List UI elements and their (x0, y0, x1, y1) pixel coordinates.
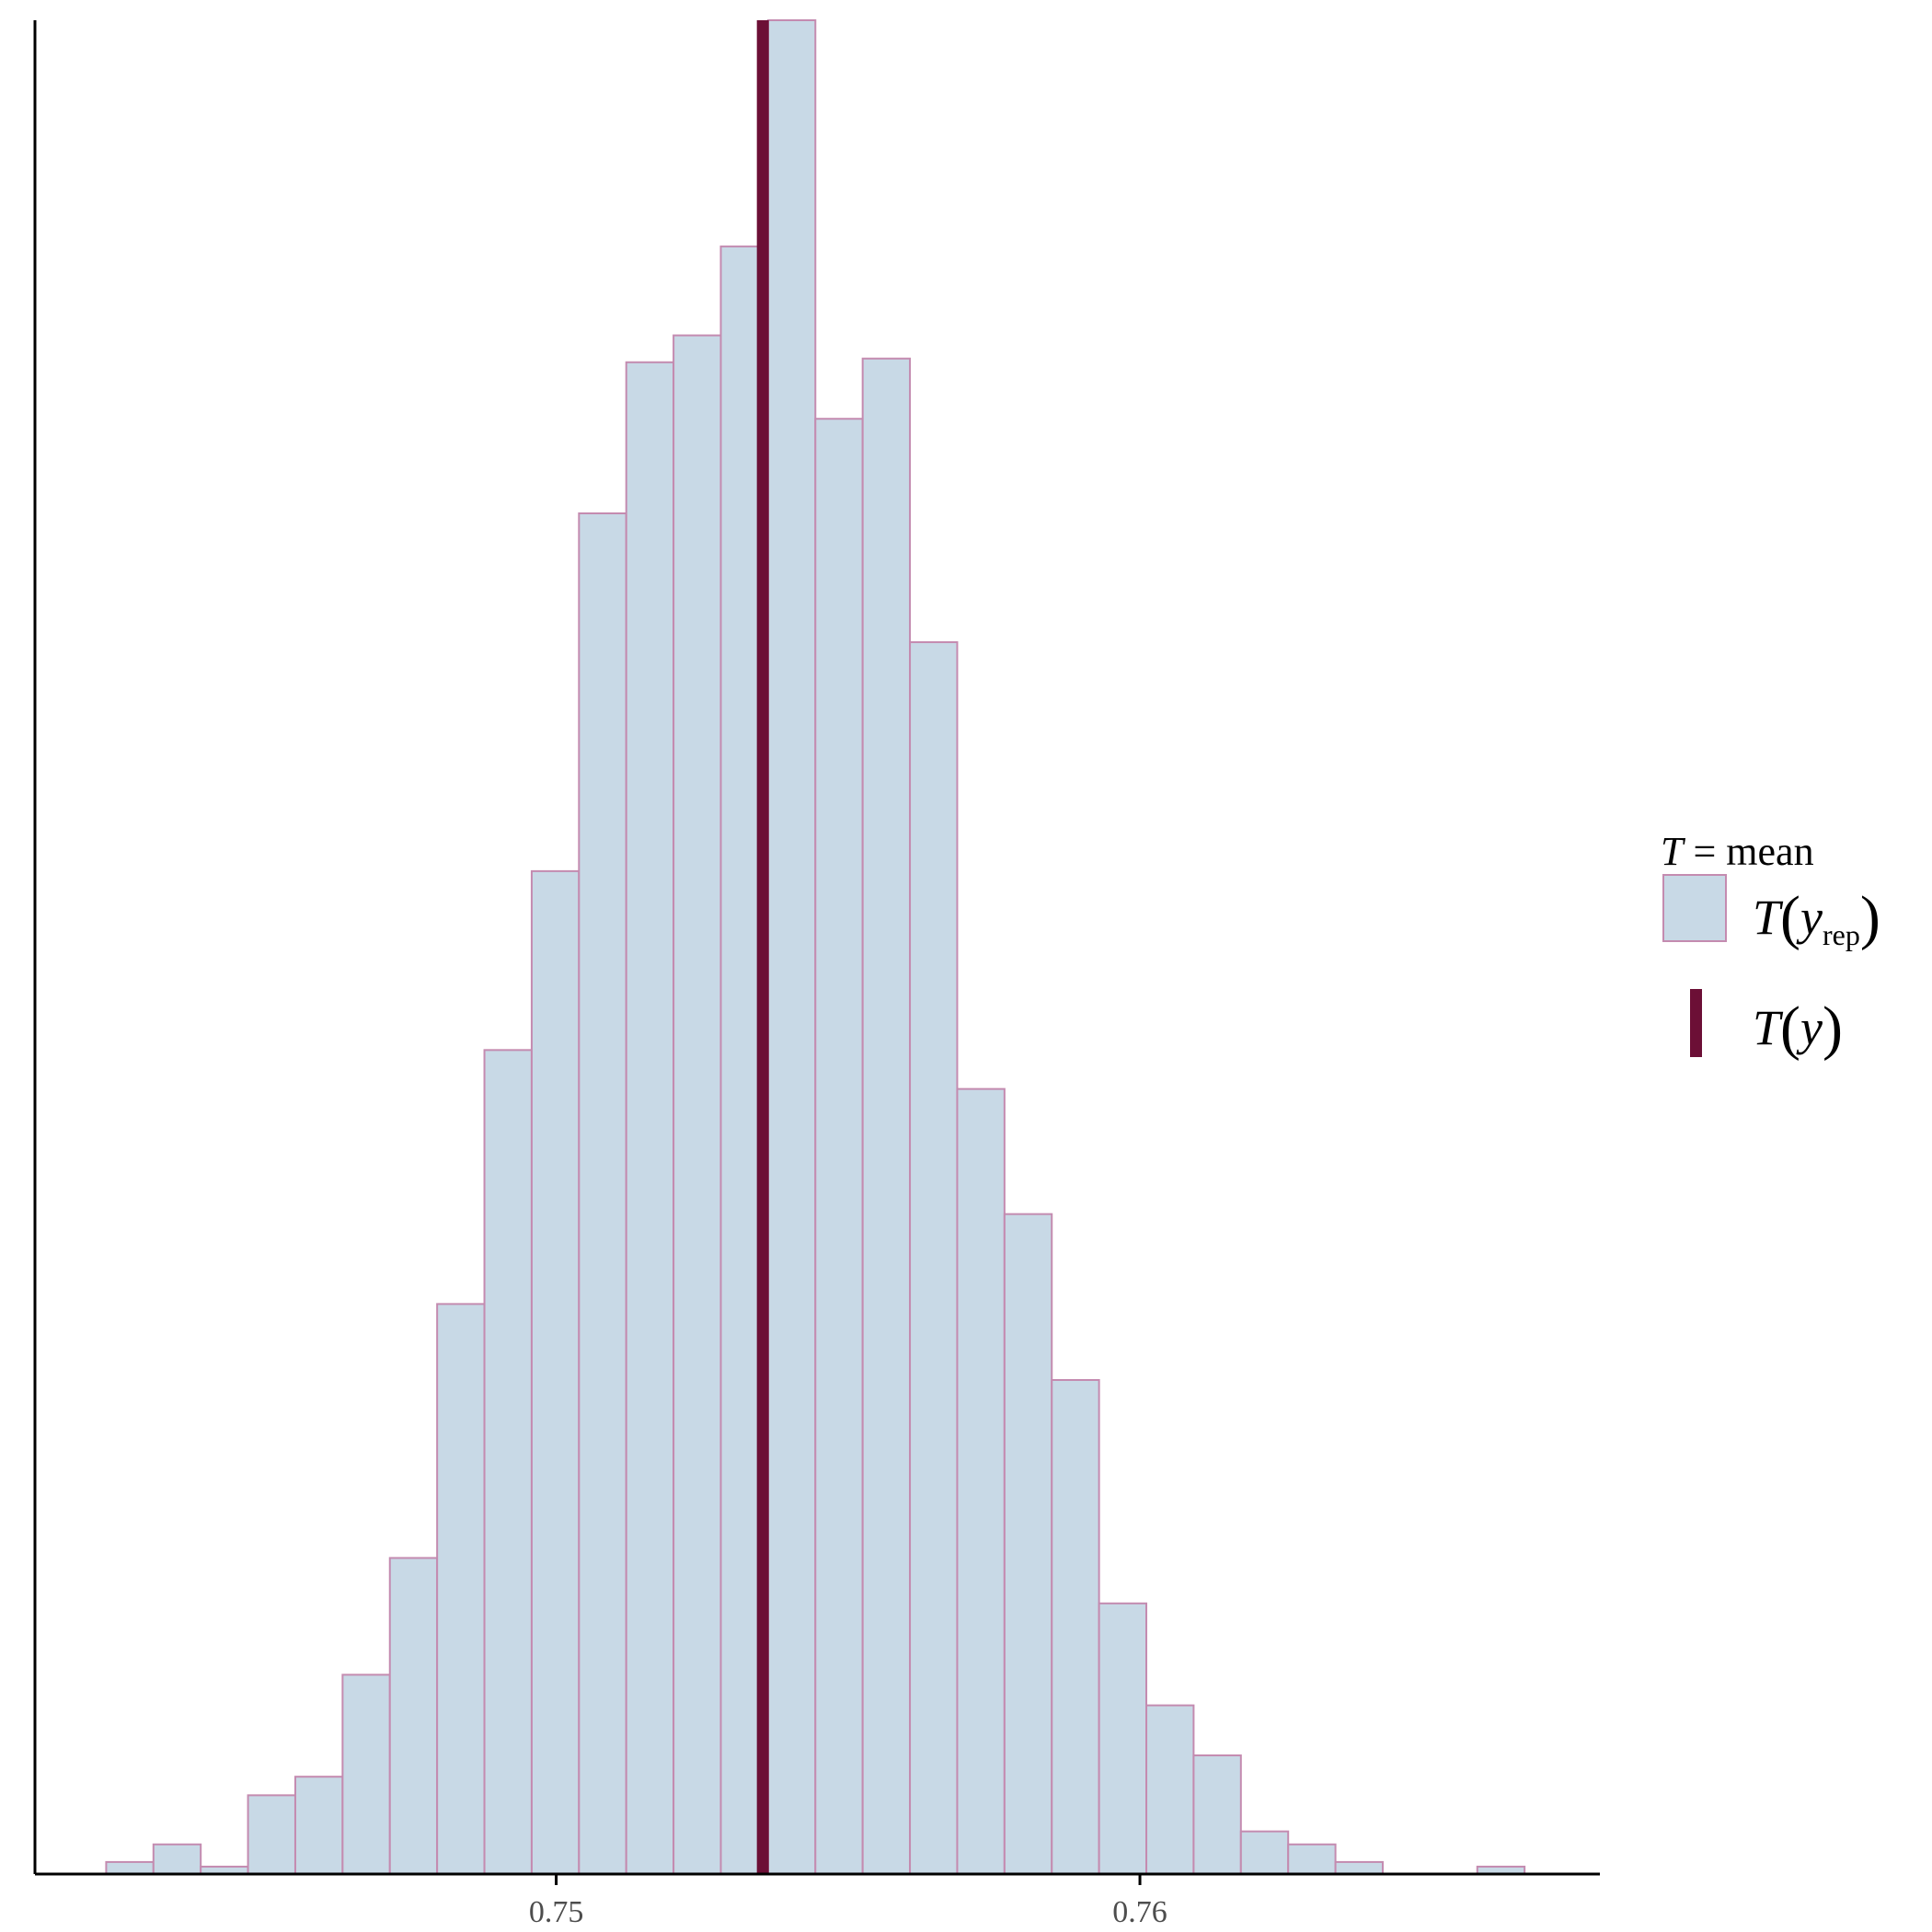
histogram-bar-0 (105, 1860, 155, 1875)
histogram-bar-8 (483, 1049, 533, 1875)
legend-item-observed: T(y) (1661, 984, 1918, 1062)
histogram-bars (105, 19, 1526, 1876)
histogram-bar-18 (956, 1087, 1006, 1875)
histogram-bar-22 (1145, 1704, 1195, 1876)
histogram-bar-3 (247, 1794, 296, 1876)
histogram-bar-21 (1098, 1602, 1148, 1876)
x-axis-ticks: 0.75 0.76 (529, 1874, 1167, 1929)
histogram-bar-12 (673, 334, 722, 1875)
histogram-bar-7 (436, 1303, 486, 1875)
histogram-bar-11 (625, 361, 675, 1876)
histogram-bar-19 (1003, 1213, 1053, 1876)
x-tick-label-1: 0.76 (1112, 1895, 1167, 1929)
histogram-bar-26 (1334, 1860, 1384, 1875)
histogram-bar-6 (388, 1557, 439, 1875)
histogram-bar-16 (861, 357, 912, 1875)
legend-label-replicated: T(yrep) (1753, 884, 1880, 951)
histogram-bar-9 (530, 869, 581, 1875)
histogram-bar-1 (152, 1843, 202, 1876)
legend-label-observed: T(y) (1753, 995, 1843, 1062)
histogram-bar-10 (578, 512, 627, 1875)
histogram-bar-15 (814, 418, 864, 1876)
histogram-bar-23 (1192, 1754, 1242, 1876)
histogram-bar-5 (341, 1673, 391, 1875)
histogram-bar-25 (1287, 1843, 1337, 1876)
histogram-bar-17 (909, 641, 959, 1875)
histogram-bar-20 (1051, 1379, 1100, 1875)
x-tick-label-0: 0.75 (529, 1895, 584, 1929)
legend: T = mean T(yrep) T(y) (1661, 828, 1918, 1067)
histogram-bar-4 (293, 1776, 344, 1876)
legend-item-replicated: T(yrep) (1661, 874, 1918, 951)
histogram-bar-14 (766, 19, 817, 1875)
legend-key-replicated-swatch (1662, 874, 1727, 942)
legend-key-observed-line (1690, 989, 1702, 1057)
histogram-bar-24 (1239, 1830, 1290, 1876)
legend-title: T = mean (1661, 829, 1814, 874)
